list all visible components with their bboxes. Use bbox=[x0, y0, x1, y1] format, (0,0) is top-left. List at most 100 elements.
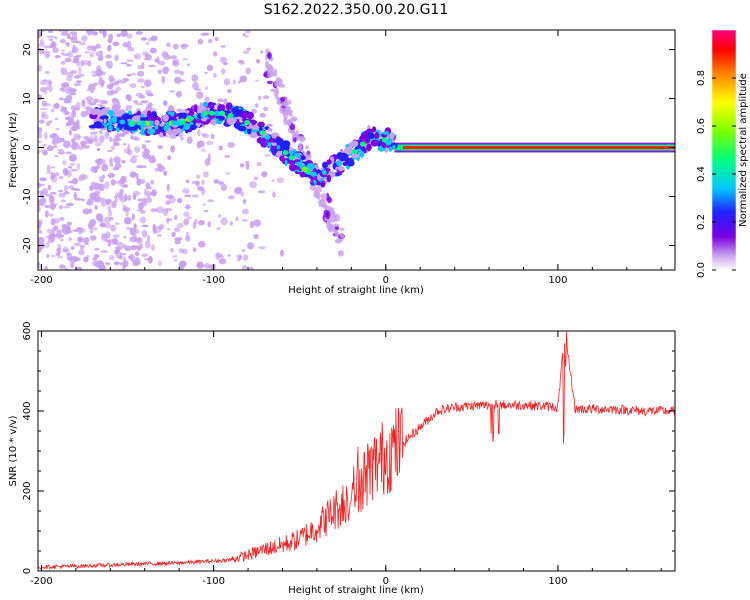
noise-blob bbox=[125, 94, 131, 100]
noise-blob bbox=[213, 73, 217, 78]
noise-blob bbox=[156, 56, 160, 64]
noise-blob bbox=[166, 54, 172, 60]
noise-blob bbox=[104, 181, 110, 190]
noise-blob bbox=[46, 145, 54, 152]
noise-blob bbox=[109, 157, 113, 165]
noise-blob bbox=[48, 195, 55, 204]
noise-blob bbox=[39, 49, 46, 55]
noise-blob bbox=[217, 98, 224, 103]
noise-blob bbox=[246, 47, 251, 51]
noise-blob bbox=[197, 38, 204, 45]
noise-blob bbox=[70, 88, 77, 93]
noise-blob bbox=[223, 78, 231, 86]
noise-blob bbox=[173, 43, 179, 50]
noise-blob bbox=[73, 255, 78, 263]
noise-blob bbox=[207, 221, 212, 228]
noise-blob bbox=[81, 198, 85, 202]
ridge-peak bbox=[288, 155, 295, 161]
ridge-blob bbox=[167, 111, 175, 116]
ridge-blob bbox=[299, 171, 306, 178]
noise-blob bbox=[111, 200, 117, 209]
noise-blob bbox=[76, 162, 80, 170]
ridge-blob bbox=[112, 115, 117, 124]
noise-blob bbox=[105, 54, 112, 59]
ridge-peak bbox=[119, 119, 126, 125]
noise-blob bbox=[126, 73, 132, 77]
noise-blob bbox=[157, 60, 166, 66]
noise-blob bbox=[60, 31, 69, 36]
noise-blob bbox=[136, 70, 145, 77]
noise-blob bbox=[244, 30, 252, 34]
noise-blob bbox=[207, 39, 213, 44]
noise-blob bbox=[99, 135, 105, 143]
noise-blob bbox=[236, 254, 243, 258]
noise-blob bbox=[204, 96, 210, 103]
ridge-peak bbox=[264, 134, 271, 140]
noise-blob bbox=[113, 261, 120, 266]
noise-blob bbox=[151, 154, 155, 163]
noise-blob bbox=[40, 148, 48, 153]
ridge-blob bbox=[322, 161, 328, 169]
ridge-blob bbox=[184, 109, 190, 114]
noise-blob bbox=[89, 229, 94, 234]
noise-blob bbox=[107, 205, 112, 212]
noise-blob bbox=[220, 45, 226, 48]
noise-blob bbox=[266, 123, 273, 127]
ridge-blob bbox=[237, 125, 247, 132]
noise-blob bbox=[165, 134, 169, 138]
noise-blob bbox=[99, 222, 107, 228]
noise-blob bbox=[197, 186, 205, 191]
noise-blob bbox=[58, 175, 64, 180]
noise-blob bbox=[71, 138, 76, 144]
colorbar-tick-label: 0.4 bbox=[696, 166, 707, 182]
noise-blob bbox=[38, 132, 43, 139]
streak-blob bbox=[339, 232, 345, 239]
noise-blob bbox=[38, 203, 46, 206]
noise-blob bbox=[276, 177, 284, 183]
noise-blob bbox=[116, 241, 124, 250]
noise-blob bbox=[49, 233, 56, 242]
ridge-blob bbox=[351, 153, 360, 159]
ridge-blob bbox=[337, 171, 342, 175]
noise-blob bbox=[166, 183, 170, 192]
noise-blob bbox=[191, 74, 199, 82]
noise-blob bbox=[253, 234, 259, 239]
noise-blob bbox=[44, 103, 51, 107]
noise-blob bbox=[133, 99, 139, 104]
noise-blob bbox=[104, 132, 110, 140]
streak-blob bbox=[299, 136, 305, 143]
spectrogram-x-label: Height of straight line (km) bbox=[288, 285, 424, 296]
noise-blob bbox=[81, 142, 88, 145]
ridge-blob bbox=[246, 111, 254, 120]
streak-blob bbox=[267, 70, 273, 78]
noise-blob bbox=[46, 171, 54, 175]
noise-blob bbox=[57, 256, 64, 259]
noise-blob bbox=[106, 83, 114, 90]
ridge-peak bbox=[359, 141, 366, 147]
noise-blob bbox=[60, 199, 66, 202]
noise-blob bbox=[70, 168, 78, 172]
noise-blob bbox=[241, 219, 248, 222]
noise-blob bbox=[95, 159, 100, 164]
ridge-blob bbox=[143, 110, 148, 118]
noise-blob bbox=[216, 227, 221, 230]
noise-blob bbox=[48, 85, 53, 93]
noise-blob bbox=[177, 198, 182, 203]
noise-blob bbox=[100, 202, 107, 207]
streak-blob bbox=[309, 184, 317, 191]
noise-blob bbox=[170, 55, 177, 60]
noise-blob bbox=[118, 133, 126, 137]
snr-panel: -200 -100 0 100 0 200 400 600 Height of straigh… bbox=[8, 321, 676, 596]
noise-blob bbox=[224, 154, 231, 159]
ridge-blob bbox=[146, 110, 152, 118]
noise-blob bbox=[93, 134, 98, 139]
noise-blob bbox=[254, 103, 259, 108]
noise-blob bbox=[112, 41, 120, 47]
noise-blob bbox=[45, 121, 51, 127]
noise-blob bbox=[178, 263, 185, 270]
noise-blob bbox=[81, 99, 86, 107]
noise-blob bbox=[66, 169, 72, 178]
noise-blob bbox=[120, 62, 128, 65]
noise-blob bbox=[119, 188, 124, 195]
ridge-blob bbox=[251, 124, 259, 131]
